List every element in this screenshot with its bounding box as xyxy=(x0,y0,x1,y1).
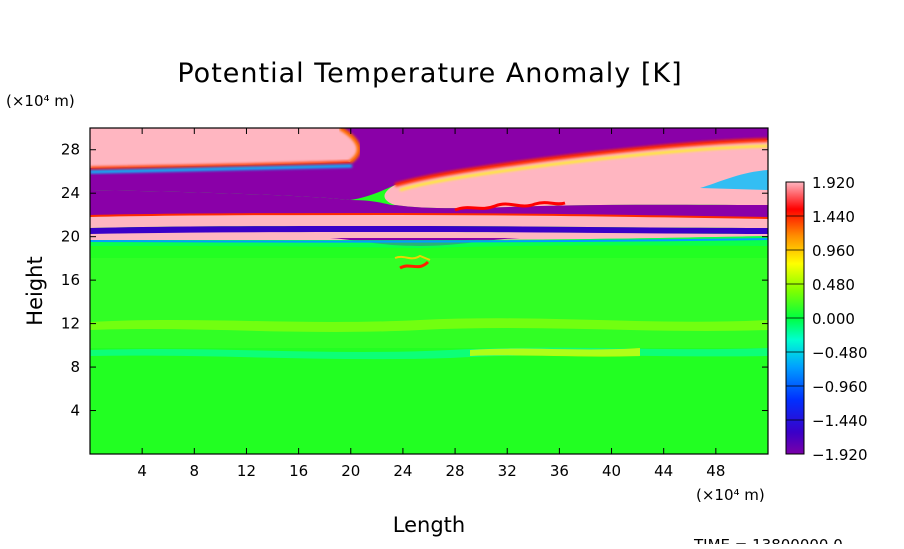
cool-patch-right xyxy=(700,170,768,190)
x-tick-label: 48 xyxy=(706,462,725,480)
colorbar-tick-label: −1.440 xyxy=(812,412,868,430)
time-label: TIME = 13800000.0 xyxy=(693,536,843,544)
x-axis-unit: (×10⁴ m) xyxy=(696,486,765,504)
colorbar-tick-label: 0.000 xyxy=(812,310,855,328)
x-axis-title: Length xyxy=(393,513,465,537)
colorbar-tick-label: 0.960 xyxy=(812,242,855,260)
x-tick-label: 8 xyxy=(190,462,200,480)
plot-frame xyxy=(89,127,769,455)
x-tick-label: 24 xyxy=(393,462,412,480)
gradient-line-1 xyxy=(90,160,351,170)
x-tick-label: 12 xyxy=(237,462,256,480)
x-tick-label: 28 xyxy=(446,462,465,480)
y-tick-label: 4 xyxy=(70,402,80,420)
gradient-line-2 xyxy=(90,164,353,174)
negative-anomaly-thin xyxy=(90,226,768,234)
chart-title: Potential Temperature Anomaly [K] xyxy=(177,58,682,89)
x-tick-label: 4 xyxy=(137,462,147,480)
warm-spot-9km xyxy=(470,348,640,357)
colorbar-tick-label: 0.480 xyxy=(812,276,855,294)
y-axis-unit: (×10⁴ m) xyxy=(6,92,75,110)
colorbar-tick-label: −1.920 xyxy=(812,446,868,464)
positive-anomaly-top-left xyxy=(90,128,359,168)
colorbar-tick-label: 1.440 xyxy=(812,208,855,226)
gradient-line-7 xyxy=(90,238,768,243)
x-tick-label: 36 xyxy=(550,462,569,480)
y-axis-ticks: 4 8 12 16 20 24 28 xyxy=(61,141,768,420)
negative-anomaly-lower xyxy=(90,190,768,218)
warm-streak-12km xyxy=(90,318,768,332)
positive-anomaly-middle xyxy=(384,140,768,209)
x-tick-label: 16 xyxy=(289,462,308,480)
y-axis-title: Height xyxy=(23,256,47,325)
negative-anomaly-top xyxy=(90,128,768,200)
colorbar-tick-label: −0.480 xyxy=(812,344,868,362)
gradient-line-5 xyxy=(399,145,768,191)
colorbar-ticks: 1.920 1.440 0.960 0.480 0.000 −0.480 −0.960 −1.… xyxy=(786,174,868,464)
gradient-line-4 xyxy=(394,138,768,187)
positive-anomaly-20km xyxy=(90,232,768,240)
wave-feature-upper xyxy=(454,201,566,212)
colorbar-tick-label: −0.960 xyxy=(812,378,868,396)
wave-feature-lower xyxy=(399,260,430,270)
wave-feature-halo xyxy=(394,254,431,261)
y-tick-label: 24 xyxy=(61,184,80,202)
gradient-line-3 xyxy=(338,128,361,164)
colorbar-tick-label: 1.920 xyxy=(812,174,855,192)
x-tick-label: 40 xyxy=(602,462,621,480)
y-tick-label: 20 xyxy=(61,228,80,246)
y-tick-label: 16 xyxy=(61,271,80,289)
positive-anomaly-thin xyxy=(90,214,768,228)
y-tick-label: 8 xyxy=(70,358,80,376)
x-tick-label: 44 xyxy=(654,462,673,480)
y-tick-label: 12 xyxy=(61,315,80,333)
mid-level-texture xyxy=(90,258,768,348)
y-tick-label: 28 xyxy=(61,141,80,159)
gradient-line-6 xyxy=(90,212,768,219)
x-tick-label: 20 xyxy=(341,462,360,480)
x-axis-ticks: 4 8 12 16 20 24 28 32 36 40 44 48 xyxy=(137,128,725,480)
x-tick-label: 32 xyxy=(498,462,517,480)
heatmap-field xyxy=(90,128,768,454)
